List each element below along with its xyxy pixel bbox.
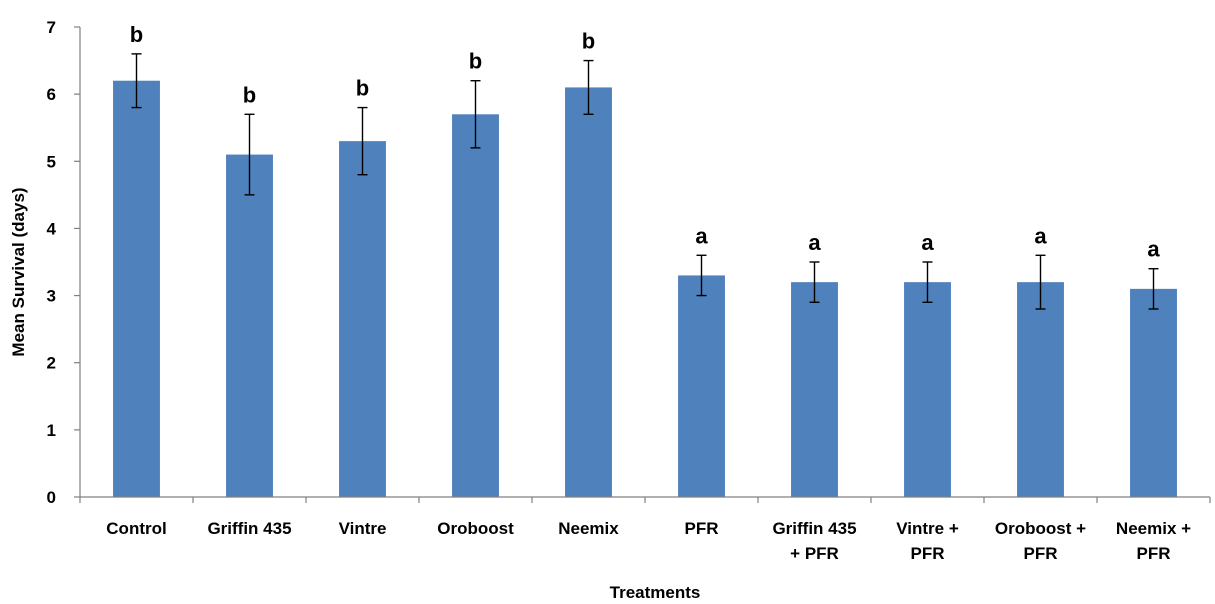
error-bar: [696, 254, 707, 297]
bar: [565, 87, 612, 497]
y-tick-label: 5: [47, 152, 56, 171]
x-category-label: Oroboost: [437, 519, 514, 538]
significance-letter: b: [582, 29, 595, 54]
y-tick-label: 1: [47, 421, 56, 440]
y-tick-label: 4: [47, 219, 57, 238]
bar: [339, 141, 386, 497]
significance-letter: b: [356, 76, 369, 101]
x-category-label: Control: [106, 519, 166, 538]
x-axis-category-labels: Control Griffin 435 Vintre Oroboost Neemix PF…: [106, 519, 1191, 563]
y-tick-label: 3: [47, 287, 56, 306]
significance-letter: b: [130, 22, 143, 47]
bar: [791, 282, 838, 497]
y-axis-title: Mean Survival (days): [9, 187, 28, 356]
bar: [904, 282, 951, 497]
error-bar: [1148, 268, 1159, 310]
y-tick-label: 0: [47, 488, 56, 507]
x-category-label: PFR: [685, 519, 719, 538]
significance-letters: b b b b b a a a a a: [130, 22, 1161, 262]
significance-letter: a: [808, 230, 821, 255]
x-axis-title: Treatments: [610, 583, 701, 602]
significance-letter: b: [243, 82, 256, 107]
bar: [452, 114, 499, 498]
x-category-label: Griffin 435: [207, 519, 291, 538]
significance-letter: a: [1147, 237, 1160, 262]
x-category-label: Vintre + PFR: [896, 519, 959, 563]
error-bar: [131, 53, 142, 109]
significance-letter: a: [921, 230, 934, 255]
y-axis-ticks: 0 1 2 3 4 5 6 7: [47, 18, 1211, 507]
error-bar: [357, 106, 368, 176]
bar: [226, 154, 273, 498]
error-bar: [583, 59, 594, 115]
y-tick-label: 2: [47, 354, 56, 373]
error-bars: [131, 53, 1159, 310]
error-bar: [809, 261, 820, 303]
y-tick-label: 7: [47, 18, 56, 37]
x-category-label: Neemix: [558, 519, 619, 538]
significance-letter: a: [695, 223, 708, 248]
significance-letter: a: [1034, 223, 1047, 248]
x-category-label: Griffin 435 + PFR: [772, 519, 856, 563]
error-bar: [1035, 254, 1046, 310]
significance-letter: b: [469, 49, 482, 74]
bar: [113, 80, 160, 497]
bar: [678, 275, 725, 497]
x-category-label: Vintre: [339, 519, 387, 538]
error-bar: [922, 261, 933, 303]
x-category-label: Neemix + PFR: [1116, 519, 1191, 563]
error-bar: [470, 80, 481, 149]
bar: [1017, 282, 1064, 497]
bar: [1130, 288, 1177, 497]
y-tick-label: 6: [47, 85, 56, 104]
error-bar: [244, 113, 255, 196]
x-category-label: Oroboost + PFR: [995, 519, 1086, 563]
bars: [113, 80, 1177, 498]
